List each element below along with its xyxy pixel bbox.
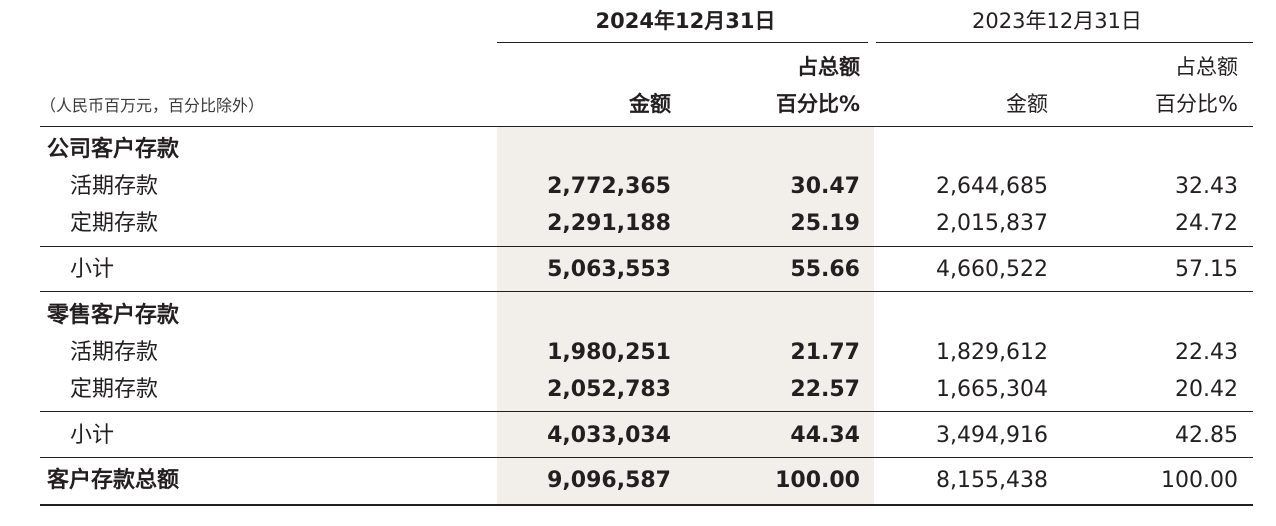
cur-amount: 2,052,783 bbox=[547, 377, 671, 402]
cur-pct: 55.66 bbox=[790, 257, 860, 282]
prior-amount-heading: 金额 bbox=[1006, 92, 1048, 116]
row-label: 定期存款 bbox=[70, 377, 159, 402]
prior-pct-heading-line2: 百分比% bbox=[1155, 92, 1238, 116]
prior-pct: 24.72 bbox=[1175, 211, 1238, 236]
current-period-rule bbox=[497, 42, 868, 43]
prior-amount: 2,015,837 bbox=[936, 211, 1048, 236]
subtotal-top-rule bbox=[40, 246, 1253, 247]
prior-pct-heading-line1: 占总额 bbox=[1175, 55, 1238, 79]
cur-amount: 1,980,251 bbox=[547, 340, 671, 365]
table-bottom-rule bbox=[40, 504, 1253, 506]
row-label: 零售客户存款 bbox=[47, 303, 180, 328]
prior-pct: 20.42 bbox=[1175, 377, 1238, 402]
cur-pct: 22.57 bbox=[790, 377, 860, 402]
subtotal-top-rule bbox=[40, 411, 1253, 412]
period-prior-heading: 2023年12月31日 bbox=[972, 9, 1142, 33]
prior-amount: 3,494,916 bbox=[936, 423, 1048, 448]
prior-amount: 8,155,438 bbox=[936, 468, 1048, 493]
header-bottom-rule bbox=[40, 126, 1253, 127]
total-top-rule bbox=[40, 457, 1253, 458]
row-label: 定期存款 bbox=[70, 211, 159, 236]
row-label: 小计 bbox=[70, 257, 115, 282]
current-period-shading bbox=[497, 127, 874, 506]
cur-pct: 21.77 bbox=[790, 340, 860, 365]
prior-amount: 1,665,304 bbox=[936, 377, 1048, 402]
unit-note: （人民币百万元，百分比除外） bbox=[40, 96, 265, 115]
cur-pct: 44.34 bbox=[790, 423, 860, 448]
cur-amount: 2,772,365 bbox=[547, 174, 671, 199]
prior-pct: 22.43 bbox=[1175, 340, 1238, 365]
prior-pct: 100.00 bbox=[1161, 468, 1238, 493]
cur-amount: 4,033,034 bbox=[547, 423, 671, 448]
cur-pct: 30.47 bbox=[790, 174, 860, 199]
cur-amount: 2,291,188 bbox=[547, 211, 671, 236]
row-label: 客户存款总额 bbox=[47, 468, 180, 493]
period-current-heading: 2024年12月31日 bbox=[595, 9, 776, 33]
cur-amount: 5,063,553 bbox=[547, 257, 671, 282]
subtotal-bottom-rule bbox=[40, 291, 1253, 292]
row-label: 公司客户存款 bbox=[47, 137, 180, 162]
cur-pct: 25.19 bbox=[790, 211, 860, 236]
prior-amount: 1,829,612 bbox=[936, 340, 1048, 365]
row-label: 小计 bbox=[70, 423, 115, 448]
prior-amount: 4,660,522 bbox=[936, 257, 1048, 282]
row-label: 活期存款 bbox=[70, 340, 159, 365]
cur-pct: 100.00 bbox=[775, 468, 860, 493]
cur-amount-heading: 金额 bbox=[629, 92, 671, 116]
cur-pct-heading-line1: 占总额 bbox=[797, 55, 860, 79]
row-label: 活期存款 bbox=[70, 174, 159, 199]
prior-period-rule bbox=[876, 42, 1253, 43]
cur-amount: 9,096,587 bbox=[547, 468, 671, 493]
cur-pct-heading-line2: 百分比% bbox=[775, 92, 860, 116]
prior-pct: 57.15 bbox=[1175, 257, 1238, 282]
prior-amount: 2,644,685 bbox=[936, 174, 1048, 199]
prior-pct: 32.43 bbox=[1175, 174, 1238, 199]
prior-pct: 42.85 bbox=[1175, 423, 1238, 448]
